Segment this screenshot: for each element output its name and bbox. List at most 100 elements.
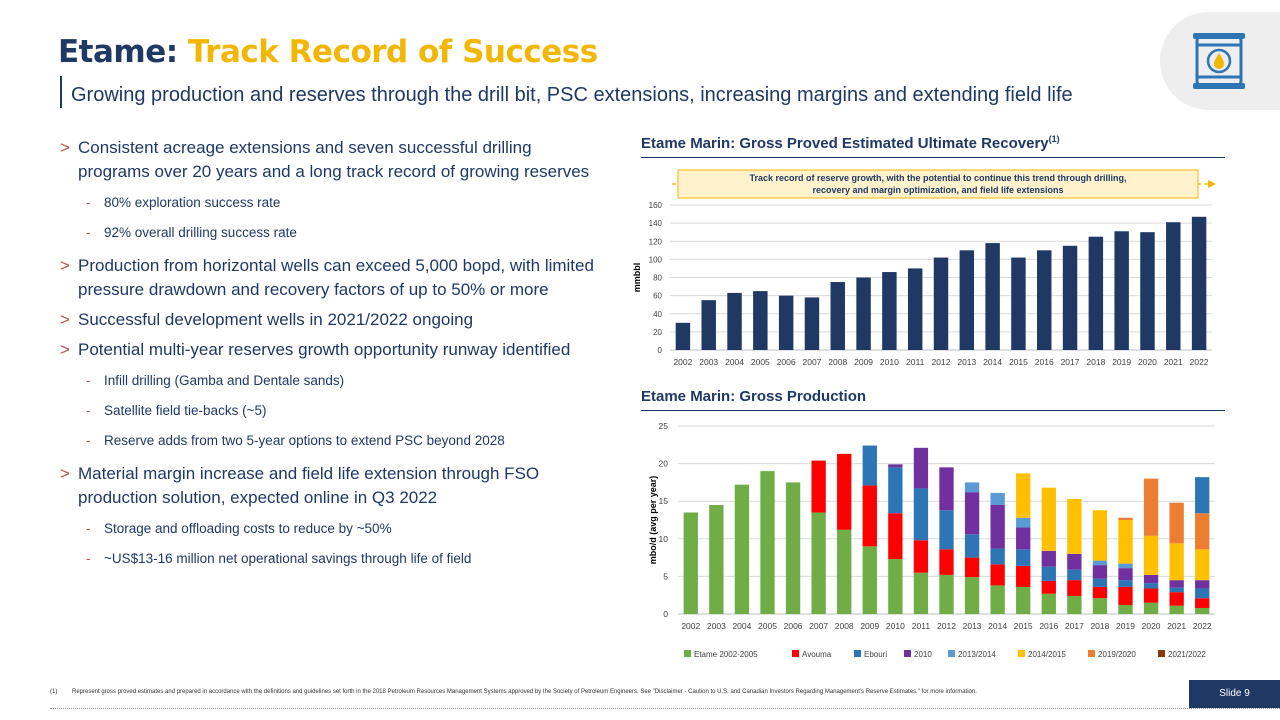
production-bar-segment [1118,568,1133,581]
production-bar-segment [1195,598,1210,608]
bullet-item: > Successful development wells in 2021/20… [60,308,600,332]
sub-bullet-marker: - [86,521,91,536]
production-bar-segment [1067,569,1082,581]
x-tick-label: 2012 [932,357,951,367]
production-bar-segment [1016,527,1031,550]
x-tick-label: 2017 [1065,621,1084,631]
legend-swatch [1018,650,1025,657]
production-bar-segment [760,471,775,614]
production-bar-segment [837,529,852,614]
x-tick-label: 2006 [777,357,796,367]
eur-bar [907,268,923,350]
x-tick-label: 2004 [725,357,744,367]
legend-swatch [948,650,955,657]
annotation-box [677,169,1199,199]
eur-chart-title-text: Etame Marin: Gross Proved Estimated Ulti… [641,135,1049,152]
bullet-text: Consistent acreage extensions and seven … [78,138,590,181]
production-bar-segment [1067,553,1082,570]
x-tick-label: 2022 [1193,621,1212,631]
production-bar-segment [1169,605,1184,614]
production-bar-segment [1041,550,1056,567]
y-tick-label: 20 [659,459,669,469]
production-bar-segment [1143,574,1159,584]
legend-label: Etame 2002-2005 [694,650,758,659]
y-tick-label: 120 [649,237,663,246]
production-bar-segment [1092,565,1108,579]
production-bar-segment [1169,592,1184,606]
production-bar-segment [1195,477,1210,514]
x-tick-label: 2008 [835,621,854,631]
bullet-item: > Potential multi-year reserves growth op… [60,338,600,362]
x-tick-label: 2017 [1061,357,1080,367]
x-tick-label: 2011 [906,357,925,367]
x-tick-label: 2013 [963,621,982,631]
production-bar-segment [811,460,826,513]
production-bar-segment [1118,580,1133,587]
oil-barrel-icon [1193,33,1245,89]
y-axis-label: mbo/d (avg per year) [648,476,658,565]
production-bar-segment [888,464,903,468]
x-tick-label: 2003 [707,621,726,631]
bullet-text: Material margin increase and field life … [78,464,540,507]
production-bar-segment [683,512,698,614]
y-tick-label: 80 [653,274,662,283]
page-subtitle: Growing production and reserves through … [71,84,1073,106]
x-tick-label: 2019 [1112,357,1131,367]
production-bar-segment [939,467,954,511]
page-title: Etame: Track Record of Success [58,34,598,70]
y-tick-label: 15 [659,496,669,506]
production-bar-segment [1041,566,1056,581]
eur-bar [753,291,768,350]
production-bar-segment [964,534,980,558]
eur-bar [1011,257,1026,350]
y-axis-label: mmbbl [632,263,642,293]
sub-bullet-item: -92% overall drilling success rate [60,224,600,242]
x-tick-label: 2009 [854,357,873,367]
eur-bar [1037,250,1052,350]
sub-bullet-item: - Storage and offloading costs to reduce … [60,520,600,538]
eur-bar [856,277,871,350]
production-bar-segment [862,546,877,614]
sub-bullet-item: - Infill drilling (Gamba and Dentale sand… [60,372,600,390]
x-tick-label: 2018 [1090,621,1109,631]
legend-label: Avouma [802,650,832,659]
x-tick-label: 2019 [1116,621,1135,631]
production-bar-segment [862,445,877,486]
sub-bullet-text: Infill drilling (Gamba and Dentale sands… [104,373,345,388]
production-bar-segment [964,482,980,493]
x-tick-label: 2009 [860,621,879,631]
legend-swatch [1088,650,1095,657]
bullet-marker: > [60,464,70,483]
x-tick-label: 2002 [673,357,692,367]
production-bar-segment [1195,580,1210,589]
legend-swatch [792,650,799,657]
production-bar-segment [1016,517,1031,528]
production-bar-segment [1016,586,1031,614]
x-tick-label: 2010 [886,621,905,631]
bullet-item: > Consistent acreage extensions and seven… [60,136,600,184]
legend-swatch [854,650,861,657]
x-tick-label: 2020 [1138,357,1157,367]
production-bar-segment [1143,535,1159,575]
production-bar-segment [1143,478,1159,536]
x-tick-label: 2018 [1086,357,1105,367]
eur-bar [933,257,949,350]
x-tick-label: 2015 [1014,621,1033,631]
eur-bar [882,272,897,350]
production-bar-segment [1169,580,1184,588]
eur-bar [675,322,691,350]
production-bar-segment [862,485,877,547]
production-bar-segment [785,482,801,614]
production-bar-segment [1169,543,1184,581]
x-tick-label: 2006 [784,621,803,631]
production-bar-segment [913,572,929,614]
sub-bullet-item: - ~US$13-16 million net operational savin… [60,550,600,568]
production-bar-segment [1041,580,1056,594]
eur-bar [778,295,794,350]
sub-bullet-item: - Reserve adds from two 5-year options to… [60,432,600,450]
production-bar-segment [1169,587,1184,593]
bullet-text: Production from horizontal wells can exc… [78,256,594,299]
sub-bullet-text: Satellite field tie-backs (~5) [104,403,267,418]
production-bar-segment [1041,593,1056,614]
production-bar-segment [913,447,929,489]
